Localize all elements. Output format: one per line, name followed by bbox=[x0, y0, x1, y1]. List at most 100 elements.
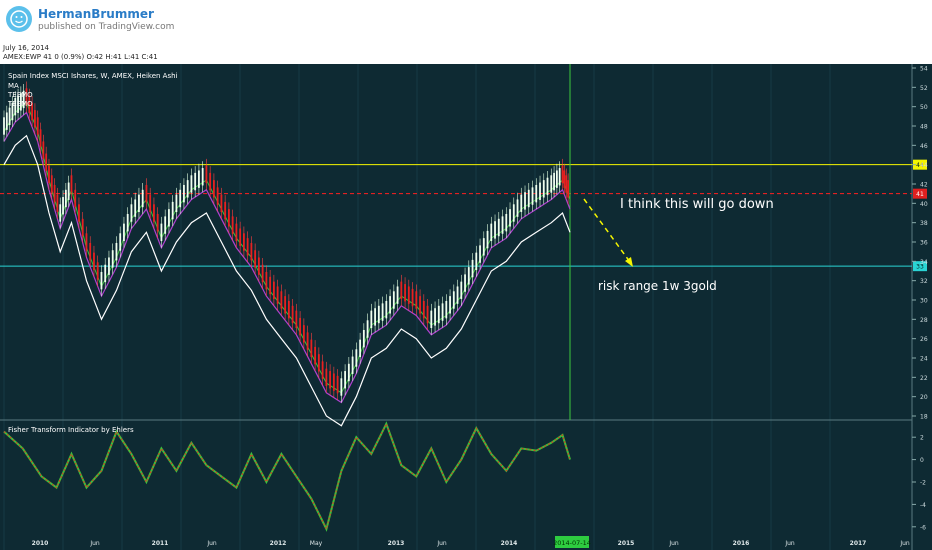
fisher-trigger-line bbox=[3, 422, 571, 531]
candle-body bbox=[449, 296, 451, 314]
candle-body bbox=[377, 305, 380, 324]
candle-body bbox=[317, 354, 320, 372]
candle-body bbox=[31, 102, 34, 121]
candle-body bbox=[239, 228, 242, 246]
candle-body bbox=[70, 175, 73, 193]
price-tick-label: 20 bbox=[920, 394, 928, 401]
candle-body bbox=[228, 209, 230, 227]
candle-body bbox=[19, 93, 22, 111]
time-tick-label: Jun bbox=[668, 540, 679, 547]
fisher-tick-label: -4 bbox=[920, 502, 926, 509]
candle-body bbox=[437, 305, 440, 324]
candle-body bbox=[284, 296, 287, 314]
indicator-label-teemo-1: TEEMO bbox=[7, 91, 33, 99]
current-date-box bbox=[555, 536, 589, 548]
candle-body bbox=[156, 213, 159, 232]
candle-body bbox=[34, 110, 36, 128]
candle-body bbox=[276, 286, 279, 304]
candle-body bbox=[539, 182, 541, 200]
candle-body bbox=[467, 267, 470, 285]
candle-body bbox=[11, 102, 14, 121]
candle-body bbox=[25, 88, 28, 106]
chart-canvas[interactable]: 44 41 33 54 52 50 48 46 44 42 40 38 36 34 32 30 28 26 24 2… bbox=[0, 64, 932, 550]
candle-body bbox=[520, 194, 523, 213]
candle-body bbox=[67, 182, 70, 200]
time-tick-label: 2015 bbox=[618, 540, 635, 547]
indicator-label-ma: MA bbox=[8, 82, 19, 90]
candle-body bbox=[411, 288, 414, 307]
ma-line bbox=[3, 111, 571, 404]
candle-body bbox=[542, 180, 545, 198]
candle-body bbox=[314, 346, 317, 365]
author-name[interactable]: HermanBrummer bbox=[38, 7, 154, 21]
candle-body bbox=[362, 329, 365, 348]
time-tick-label: 2017 bbox=[850, 540, 867, 547]
candle-body bbox=[216, 187, 219, 205]
price-tick-label: 32 bbox=[920, 278, 928, 285]
price-tick-label: 44 bbox=[920, 162, 928, 169]
candle-body bbox=[108, 257, 110, 275]
candle-body bbox=[171, 201, 174, 220]
price-tick-label: 18 bbox=[920, 414, 928, 421]
candle-body bbox=[310, 339, 313, 358]
current-date-label: 2014-07-14 bbox=[553, 539, 591, 547]
candle-body bbox=[17, 95, 19, 113]
candle-body bbox=[385, 300, 388, 319]
ohlc-readout: AMEX:EWP 41 0 (0.9%) O:42 H:41 L:41 C:41 bbox=[3, 53, 158, 61]
grid bbox=[3, 64, 831, 550]
candle-body bbox=[89, 242, 92, 261]
candle-body bbox=[471, 259, 474, 278]
candle-body bbox=[340, 378, 343, 396]
candle-body bbox=[261, 264, 264, 283]
candle-body bbox=[509, 209, 511, 227]
time-tick-label: 2013 bbox=[388, 540, 405, 547]
candle-body bbox=[452, 291, 455, 309]
candle-body bbox=[48, 165, 50, 184]
candle-body bbox=[138, 194, 140, 213]
candle-body bbox=[145, 184, 148, 203]
price-tick-label: 54 bbox=[920, 66, 928, 73]
candle-body bbox=[56, 194, 59, 213]
candle-body bbox=[558, 168, 561, 186]
candle-body bbox=[149, 194, 152, 213]
candle-body bbox=[134, 199, 137, 217]
candle-body bbox=[445, 300, 448, 319]
candle-body bbox=[392, 291, 395, 309]
fisher-series bbox=[3, 421, 571, 532]
candle-body bbox=[164, 216, 167, 234]
price-tick-label: 36 bbox=[920, 240, 928, 247]
smiley-icon bbox=[10, 10, 28, 28]
horizontal-levels: 44 41 33 bbox=[0, 159, 927, 272]
candle-body bbox=[115, 242, 118, 261]
candle-body bbox=[430, 310, 433, 329]
candle-body bbox=[419, 296, 421, 314]
candle-body bbox=[85, 233, 88, 251]
candle-body bbox=[422, 300, 425, 319]
candle-body bbox=[141, 189, 144, 208]
candle-body bbox=[460, 281, 463, 300]
candle-body bbox=[355, 349, 358, 367]
candle-body bbox=[332, 373, 335, 391]
candle-body bbox=[190, 175, 193, 193]
candle-body bbox=[321, 361, 324, 379]
price-tick-label: 30 bbox=[920, 298, 928, 305]
avatar[interactable] bbox=[6, 6, 32, 32]
candle-body bbox=[45, 153, 48, 171]
price-ticks: 54 52 50 48 46 44 42 40 38 36 34 32 30 28 26 24 22 20 18 bbox=[912, 66, 928, 421]
candle-body bbox=[295, 310, 298, 329]
fisher-tick-label: -6 bbox=[920, 524, 926, 531]
candle-body bbox=[479, 245, 481, 263]
candle-body bbox=[359, 339, 361, 358]
candle-body bbox=[370, 310, 373, 329]
price-tick-label: 50 bbox=[920, 104, 928, 111]
candle-body bbox=[407, 286, 410, 304]
candle-body bbox=[22, 90, 25, 109]
candle-body bbox=[111, 250, 114, 268]
candle-body bbox=[257, 257, 260, 275]
level-badge-label: 33 bbox=[916, 264, 924, 271]
candle-body bbox=[535, 184, 538, 203]
candle-body bbox=[179, 189, 182, 208]
candle-body bbox=[250, 242, 253, 261]
time-tick-label: 2010 bbox=[32, 540, 49, 547]
candle-body bbox=[272, 281, 275, 300]
